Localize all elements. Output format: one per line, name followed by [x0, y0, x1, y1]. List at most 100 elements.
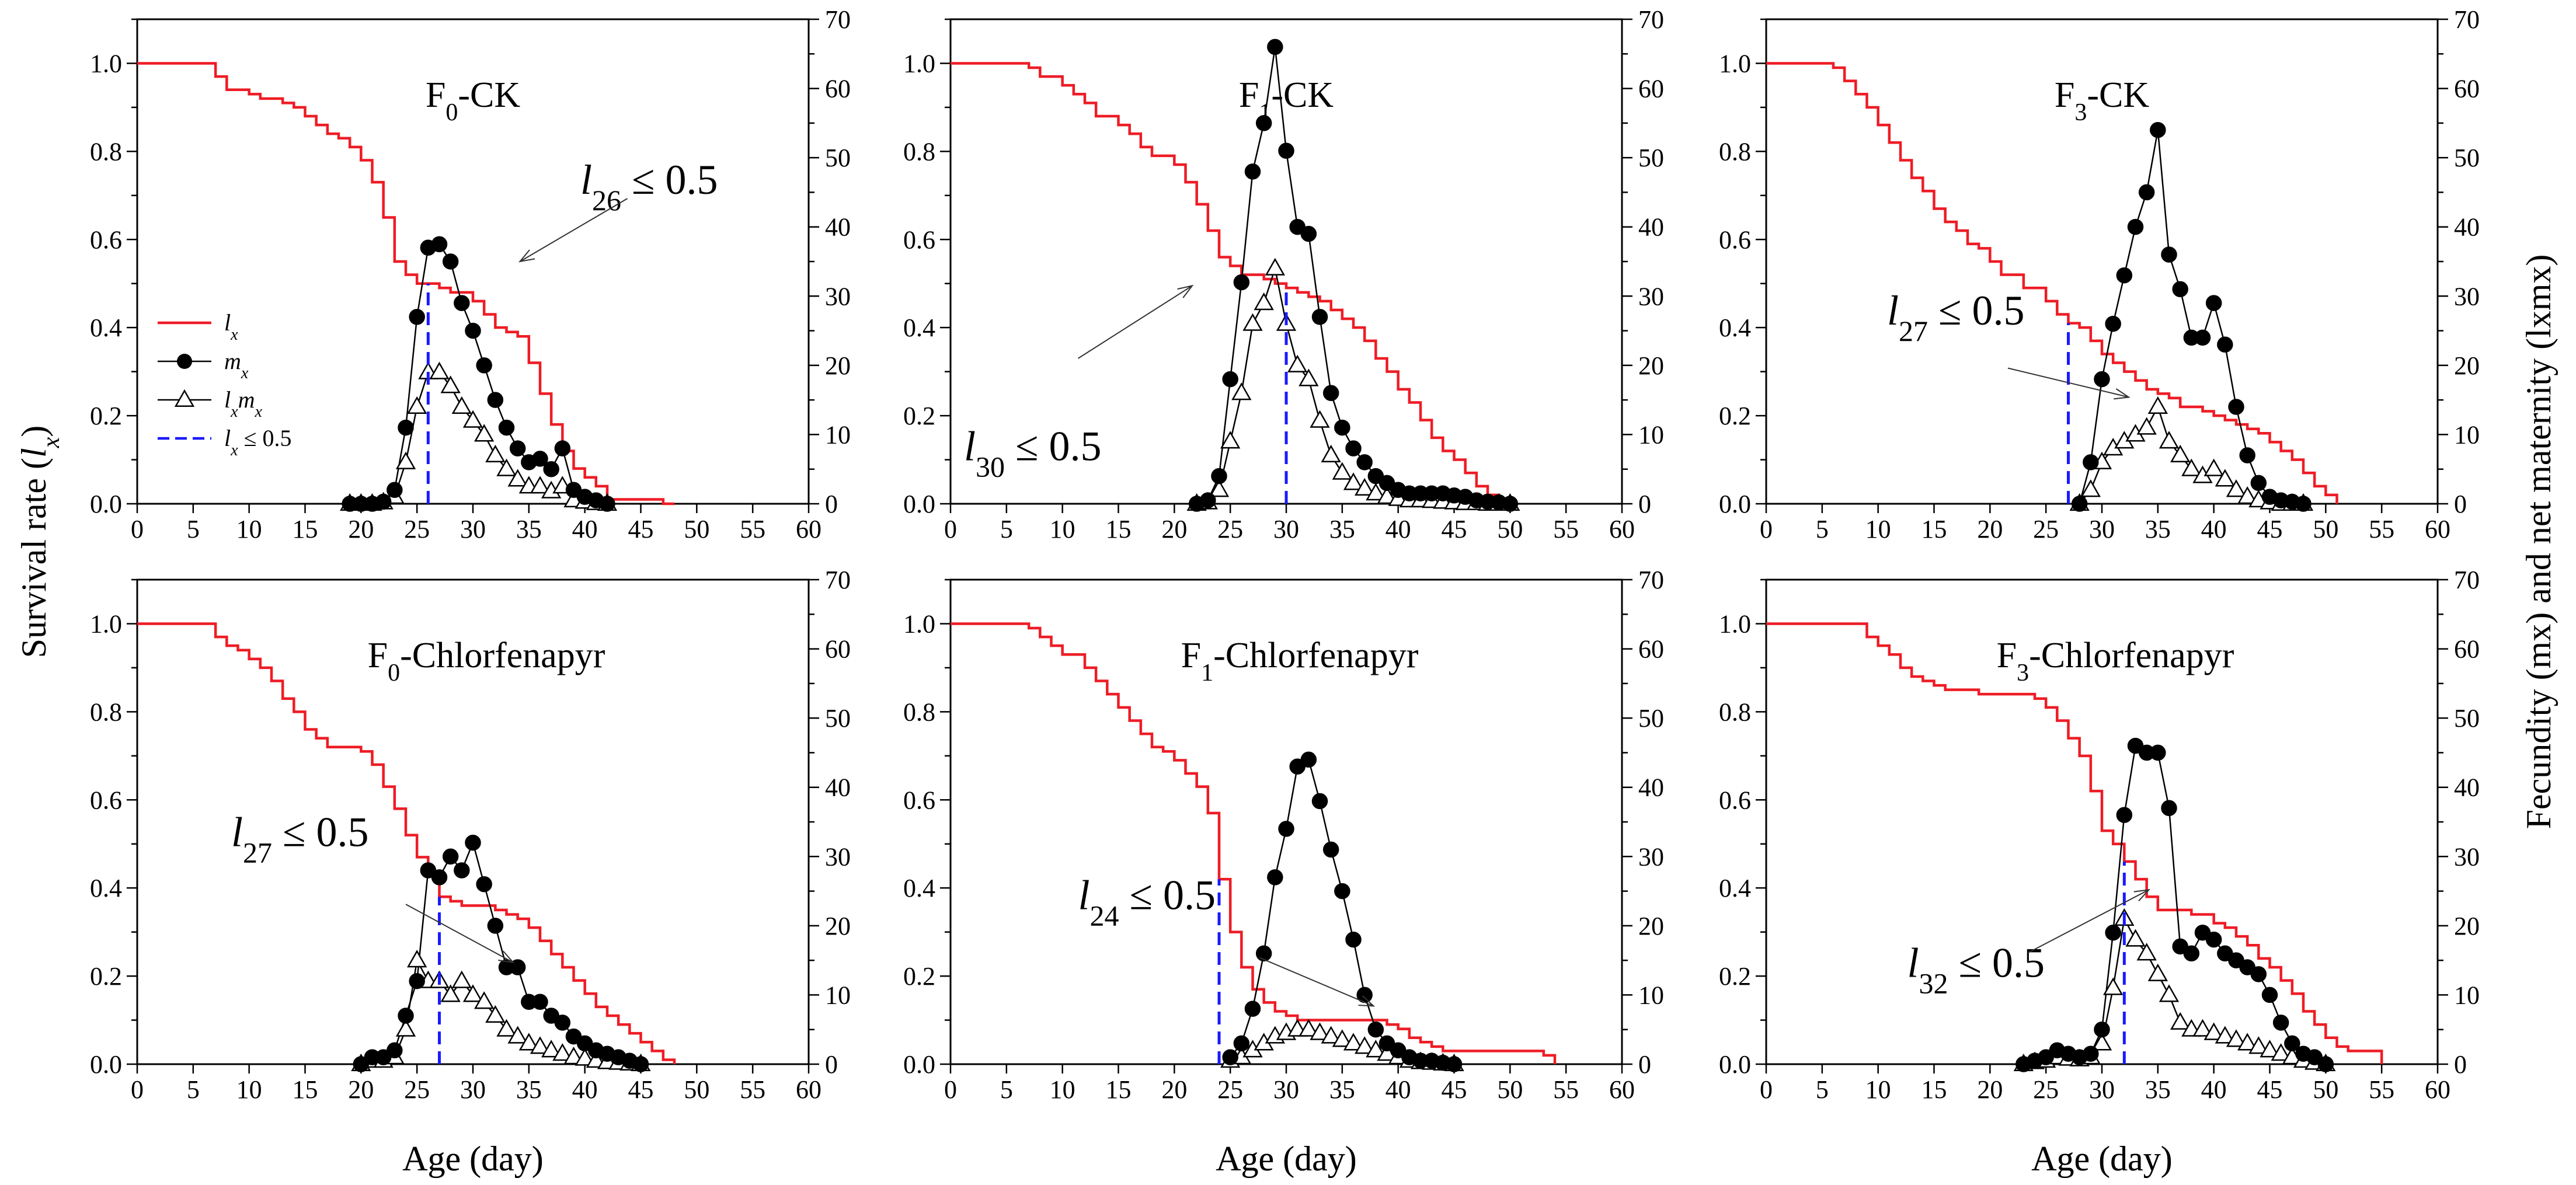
legend-label: lxmx — [224, 386, 262, 421]
lxmx-point — [530, 1036, 551, 1054]
mx-point — [1233, 274, 1250, 291]
legend-swatch-lxmx-marker — [174, 389, 195, 407]
mx-point — [442, 253, 459, 270]
y2-tick-label: 10 — [2454, 981, 2480, 1009]
panel-title-sub: 1 — [1201, 660, 1213, 686]
x-axis-title: Age (day) — [2031, 1139, 2173, 1178]
y2-tick-label: 0 — [825, 1050, 838, 1079]
annotation-var: l — [1907, 940, 1919, 987]
lxmx-point — [2203, 1022, 2224, 1040]
annotation-rest: ≤ 0.5 — [621, 156, 718, 203]
y2-tick-label: 60 — [825, 75, 851, 103]
lxmx-point — [496, 1019, 517, 1037]
y-tick-label: 0.0 — [1719, 1050, 1751, 1079]
legend-var: m — [224, 348, 241, 374]
y2-tick-label: 50 — [2454, 144, 2480, 172]
lxmx-point — [541, 1040, 562, 1058]
x-tick-label: 20 — [1161, 1075, 1187, 1104]
lxmx-point — [1332, 1029, 1352, 1047]
annotation-arrow — [1259, 957, 1374, 1007]
x-tick-label: 20 — [348, 1075, 374, 1104]
y2-tick-label: 30 — [2454, 282, 2480, 311]
legend-sub: x — [241, 364, 249, 382]
x-axis-title: Age (day) — [1216, 1139, 1357, 1178]
y2-tick-label: 70 — [2454, 5, 2480, 34]
annotation-var: l — [1887, 287, 1899, 334]
lxmx-point — [1366, 483, 1386, 501]
panel-title: F3-CK — [2055, 75, 2149, 126]
series-lx-line — [951, 62, 1512, 504]
x-tick-label: 30 — [1273, 515, 1299, 543]
mx-point — [454, 295, 470, 311]
panel-title-rest: -Chlorfenapyr — [1213, 636, 1419, 675]
threshold-annotation: l27 ≤ 0.5 — [1887, 287, 2025, 347]
y-tick-label: 0.0 — [90, 1050, 122, 1079]
y-tick-label: 1.0 — [903, 49, 935, 78]
mx-point — [2138, 184, 2155, 201]
mx-point — [2094, 1021, 2110, 1038]
panel-title-main: F — [1997, 636, 2017, 675]
x-tick-label: 60 — [1609, 515, 1635, 543]
y2-tick-label: 0 — [2454, 490, 2467, 518]
mx-point — [2116, 807, 2133, 823]
chart-panel-5: 0 5 10 15 20 25 30 35 40 45 50 55 600.00.20.40.60.81… — [903, 566, 1664, 1178]
x-tick-label: 25 — [1217, 515, 1243, 543]
x-tick-label: 60 — [796, 1075, 821, 1104]
y2-tick-label: 10 — [1638, 981, 1664, 1009]
chart-panel-3: 0 5 10 15 20 25 30 35 40 45 50 55 600.00.20.40.60.81… — [1719, 5, 2480, 1178]
lxmx-point — [552, 1043, 573, 1061]
chart-panel-4: 0 5 10 15 20 25 30 35 40 45 50 55 60 0.0 0.2 0.4 0.6 0.8 1… — [90, 566, 851, 1178]
legend-label: mx — [224, 348, 249, 382]
annotation-arrow — [1077, 285, 1193, 359]
y-tick-label: 0.4 — [1719, 313, 1751, 342]
x-tick-label: 55 — [740, 1075, 765, 1104]
y2-tick-label: 50 — [1638, 704, 1664, 733]
mx-point — [442, 848, 459, 865]
x-tick-label: 25 — [2033, 515, 2059, 543]
lxmx-point — [1343, 1033, 1364, 1051]
threshold-annotation: l27 ≤ 0.5 — [231, 809, 369, 869]
left-axis-title-var: l — [15, 448, 53, 458]
mx-point — [498, 419, 515, 436]
mx-point — [1255, 115, 1272, 131]
panel-title-sub: 0 — [445, 99, 458, 126]
lxmx-point — [2147, 396, 2168, 414]
lxmx-point — [563, 1047, 584, 1065]
y-tick-label: 0.6 — [1719, 786, 1751, 814]
x-tick-label: 10 — [1865, 1075, 1891, 1104]
legend-label: lx — [224, 309, 238, 344]
lxmx-point — [1231, 382, 1252, 400]
left-axis-title-sub: x — [38, 437, 65, 448]
chart-panel-6: 0 5 10 15 20 25 30 35 40 45 50 55 600.00.20.40.60.81… — [1719, 566, 2480, 1178]
mx-point — [431, 869, 448, 886]
mx-point — [1300, 751, 1317, 768]
lxmx-point — [2125, 929, 2146, 947]
legend-item-mx: mx — [158, 348, 249, 382]
lxmx-point — [407, 950, 427, 968]
mx-point — [2105, 924, 2121, 941]
y-tick-label: 0.2 — [903, 962, 935, 991]
mx-point — [375, 493, 392, 510]
annotation-var: l — [1078, 872, 1090, 918]
x-tick-label: 60 — [2425, 515, 2450, 543]
mx-point — [2194, 329, 2211, 346]
x-axis-title: Age (day) — [2031, 1139, 2173, 1178]
y-tick-label: 0.2 — [903, 402, 935, 430]
left-axis-title: Survival rate (lx) — [15, 426, 65, 658]
annotation-arrowhead — [2114, 388, 2131, 400]
left-axis-title-prefix: Survival rate ( — [15, 458, 53, 658]
y-tick-label: 0.8 — [90, 137, 122, 166]
y-tick-label: 0.8 — [903, 698, 935, 726]
annotation-arrowhead — [1177, 284, 1194, 298]
y2-tick-label: 0 — [2454, 1050, 2467, 1079]
x-tick-label: 15 — [1921, 1075, 1947, 1104]
annotation-rest: ≤ 0.5 — [272, 809, 369, 856]
annotation-sub: 24 — [1090, 899, 1119, 932]
y2-tick-label: 20 — [825, 351, 851, 380]
y2-tick-label: 60 — [825, 635, 851, 664]
legend-rest: ≤ 0.5 — [238, 425, 292, 451]
lxmx-point — [2159, 431, 2180, 449]
mx-point — [409, 973, 425, 989]
lxmx-point — [485, 1005, 506, 1023]
x-tick-label: 50 — [1497, 1075, 1523, 1104]
